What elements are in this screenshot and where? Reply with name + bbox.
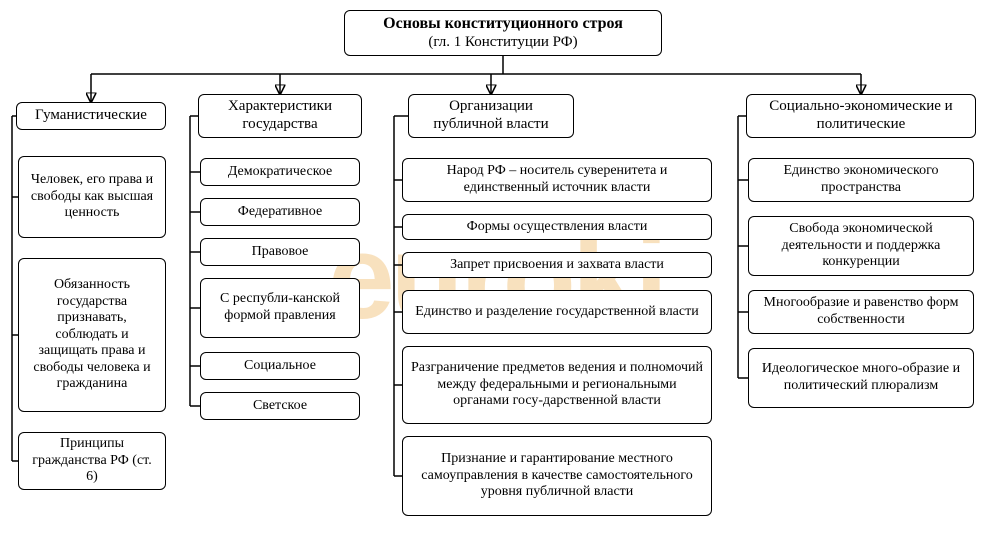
branch-header-0: Гуманистические xyxy=(16,102,166,130)
root-title: Основы конституционного строя xyxy=(383,15,623,32)
leaf-node-2-1: Формы осуществления власти xyxy=(402,214,712,240)
leaf-node-2-4: Разграничение предметов ведения и полном… xyxy=(402,346,712,424)
leaf-node-3-0: Единство экономического пространства xyxy=(748,158,974,202)
branch-header-1: Характеристики государства xyxy=(198,94,362,138)
root-node: Основы конституционного строя (гл. 1 Кон… xyxy=(344,10,662,56)
branch-header-3: Социально-экономические и политические xyxy=(746,94,976,138)
leaf-node-0-0: Человек, его права и свободы как высшая … xyxy=(18,156,166,238)
leaf-node-1-1: Федеративное xyxy=(200,198,360,226)
leaf-node-2-5: Признание и гарантирование местного само… xyxy=(402,436,712,516)
branch-header-2: Организации публичной власти xyxy=(408,94,574,138)
leaf-node-0-1: Обязанность государства признавать, собл… xyxy=(18,258,166,412)
leaf-node-2-2: Запрет присвоения и захвата власти xyxy=(402,252,712,278)
leaf-node-1-0: Демократическое xyxy=(200,158,360,186)
leaf-node-1-5: Светское xyxy=(200,392,360,420)
leaf-node-1-4: Социальное xyxy=(200,352,360,380)
leaf-node-3-1: Свобода экономической деятельности и под… xyxy=(748,216,974,276)
leaf-node-1-2: Правовое xyxy=(200,238,360,266)
leaf-node-2-0: Народ РФ – носитель суверенитета и единс… xyxy=(402,158,712,202)
leaf-node-1-3: С республи-канской формой правления xyxy=(200,278,360,338)
leaf-node-3-2: Многообразие и равенство форм собственно… xyxy=(748,290,974,334)
leaf-node-3-3: Идеологическое много-образие и политичес… xyxy=(748,348,974,408)
root-subtitle: (гл. 1 Конституции РФ) xyxy=(383,34,623,52)
leaf-node-0-2: Принципы гражданства РФ (ст. 6) xyxy=(18,432,166,490)
leaf-node-2-3: Единство и разделение государственной вл… xyxy=(402,290,712,334)
